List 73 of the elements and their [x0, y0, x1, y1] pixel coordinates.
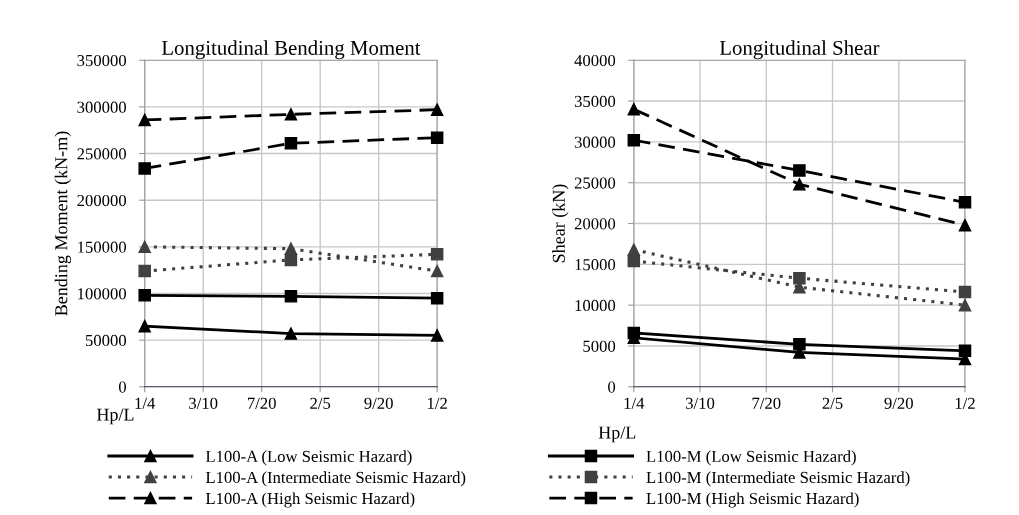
- point: [430, 248, 444, 261]
- point: [958, 298, 972, 312]
- point: [284, 253, 298, 267]
- x-tick-label: 7/20: [752, 397, 781, 409]
- point: [627, 326, 641, 340]
- point: [284, 137, 298, 150]
- point: [430, 103, 444, 116]
- point: [793, 164, 806, 177]
- x-tick-label: 1/4: [624, 397, 645, 409]
- point: [793, 338, 806, 351]
- point: [793, 271, 806, 285]
- x-tick-label: 2/5: [310, 397, 331, 409]
- y-axis-title: Shear (kN): [552, 184, 569, 263]
- x-tick-label: 1/4: [135, 397, 156, 409]
- x-tick-label: 2/5: [822, 397, 843, 409]
- point: [627, 133, 641, 147]
- y-tick-label: 10000: [575, 299, 616, 312]
- point: [284, 242, 298, 255]
- point: [284, 108, 298, 121]
- x-tick-label: 1/2: [427, 397, 447, 409]
- x-tick-label: 3/10: [686, 397, 715, 409]
- legend-label: L100-M (Intermediate Seismic Hazard): [646, 471, 910, 487]
- y-tick-label: 200000: [77, 194, 127, 207]
- y-tick-label: 30000: [574, 136, 616, 148]
- x-axis-title: Hp/L: [598, 426, 636, 443]
- y-tick-label: 25000: [574, 177, 616, 189]
- point: [627, 254, 641, 268]
- y-tick-label: 150000: [78, 241, 127, 253]
- y-tick-label: 5000: [583, 340, 616, 352]
- x-tick-label: 3/10: [189, 397, 218, 409]
- point: [430, 329, 444, 342]
- point: [138, 240, 151, 254]
- point: [627, 102, 641, 116]
- point: [138, 289, 151, 302]
- x-tick-label: 9/20: [884, 397, 913, 409]
- point: [958, 344, 972, 358]
- point: [138, 113, 151, 127]
- y-tick-label: 20000: [574, 218, 616, 230]
- point: [627, 243, 641, 256]
- y-tick-label: 50000: [85, 334, 127, 347]
- y-tick-label: 300000: [77, 101, 127, 113]
- x-axis-title: Hp/L: [96, 408, 134, 425]
- y-tick-label: 100000: [78, 288, 127, 300]
- y-tick-label: 35000: [574, 95, 616, 108]
- point: [958, 196, 972, 209]
- legend-label: L100-A (Intermediate Seismic Hazard): [205, 471, 466, 487]
- chart-title: Longitudinal Bending Moment: [161, 40, 421, 60]
- point: [430, 264, 444, 278]
- point: [430, 131, 444, 144]
- y-tick-label: 15000: [575, 259, 616, 271]
- point: [138, 319, 151, 333]
- x-tick-label: 7/20: [247, 397, 276, 409]
- point: [793, 178, 806, 191]
- y-tick-label: 250000: [77, 148, 127, 160]
- y-tick-label: 350000: [77, 54, 127, 67]
- point: [958, 218, 972, 232]
- legend-label: L100-M (High Seismic Hazard): [646, 492, 859, 508]
- chart-title: Longitudinal Shear: [719, 40, 880, 60]
- point: [138, 162, 151, 175]
- point: [138, 264, 151, 278]
- point: [284, 290, 298, 303]
- y-tick-label: 0: [608, 381, 616, 393]
- y-axis-title: Bending Moment (kN-m): [54, 131, 72, 316]
- point: [430, 291, 444, 305]
- y-tick-label: 0: [118, 381, 127, 393]
- x-tick-label: 1/2: [955, 397, 975, 409]
- legend-label: L100-M (Low Seismic Hazard): [646, 450, 856, 466]
- x-tick-label: 9/20: [364, 397, 393, 409]
- y-tick-label: 40000: [574, 54, 616, 67]
- point: [958, 285, 972, 299]
- legend-label: L100-A (Low Seismic Hazard): [205, 450, 412, 466]
- point: [284, 327, 298, 340]
- legend-label: L100-A (High Seismic Hazard): [205, 492, 415, 508]
